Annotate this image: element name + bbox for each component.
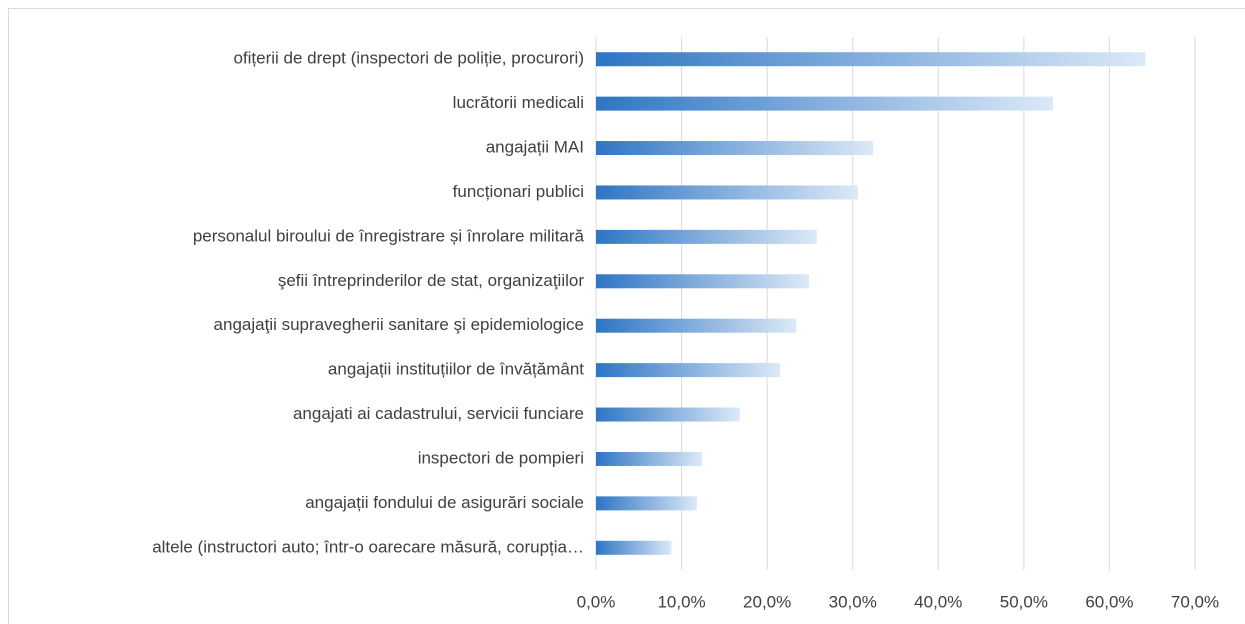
- y-tick-label: angajații MAI: [486, 138, 584, 157]
- bar: [596, 363, 780, 378]
- y-tick-label: lucrătorii medicali: [453, 93, 584, 112]
- y-tick-label: angajații fondului de asigurări sociale: [305, 493, 584, 512]
- bar: [596, 451, 703, 466]
- y-tick-label: funcționari publici: [453, 182, 584, 201]
- bar: [596, 229, 817, 244]
- x-tick-label: 10,0%: [657, 592, 705, 611]
- y-tick-label: angajații instituțiilor de învățământ: [328, 360, 584, 379]
- y-tick-label: angajaţii supravegherii sanitare şi epid…: [214, 315, 584, 334]
- bar: [596, 496, 697, 511]
- x-tick-label: 30,0%: [829, 592, 877, 611]
- y-tick-label: personalul biroului de înregistrare și î…: [193, 226, 585, 245]
- bar: [596, 141, 874, 156]
- bar: [596, 274, 810, 289]
- bar: [596, 185, 858, 200]
- y-tick-label: şefii întreprinderilor de stat, organiza…: [278, 271, 584, 290]
- bar: [596, 318, 797, 333]
- y-tick-label: inspectori de pompieri: [418, 448, 584, 467]
- bar: [596, 96, 1053, 111]
- x-tick-label: 20,0%: [743, 592, 791, 611]
- x-tick-label: 50,0%: [1000, 592, 1048, 611]
- bar: [596, 407, 740, 422]
- x-tick-label: 60,0%: [1085, 592, 1133, 611]
- x-tick-label: 0,0%: [577, 592, 616, 611]
- y-tick-label: altele (instructori auto; într-o oarecar…: [152, 537, 584, 556]
- x-tick-label: 70,0%: [1171, 592, 1219, 611]
- chart-border: [8, 8, 1245, 624]
- bar: [596, 52, 1146, 67]
- x-tick-label: 40,0%: [914, 592, 962, 611]
- bar: [596, 540, 672, 555]
- y-tick-label: ofițerii de drept (inspectori de poliție…: [233, 49, 584, 68]
- y-tick-label: angajati ai cadastrului, servicii funcia…: [293, 404, 584, 423]
